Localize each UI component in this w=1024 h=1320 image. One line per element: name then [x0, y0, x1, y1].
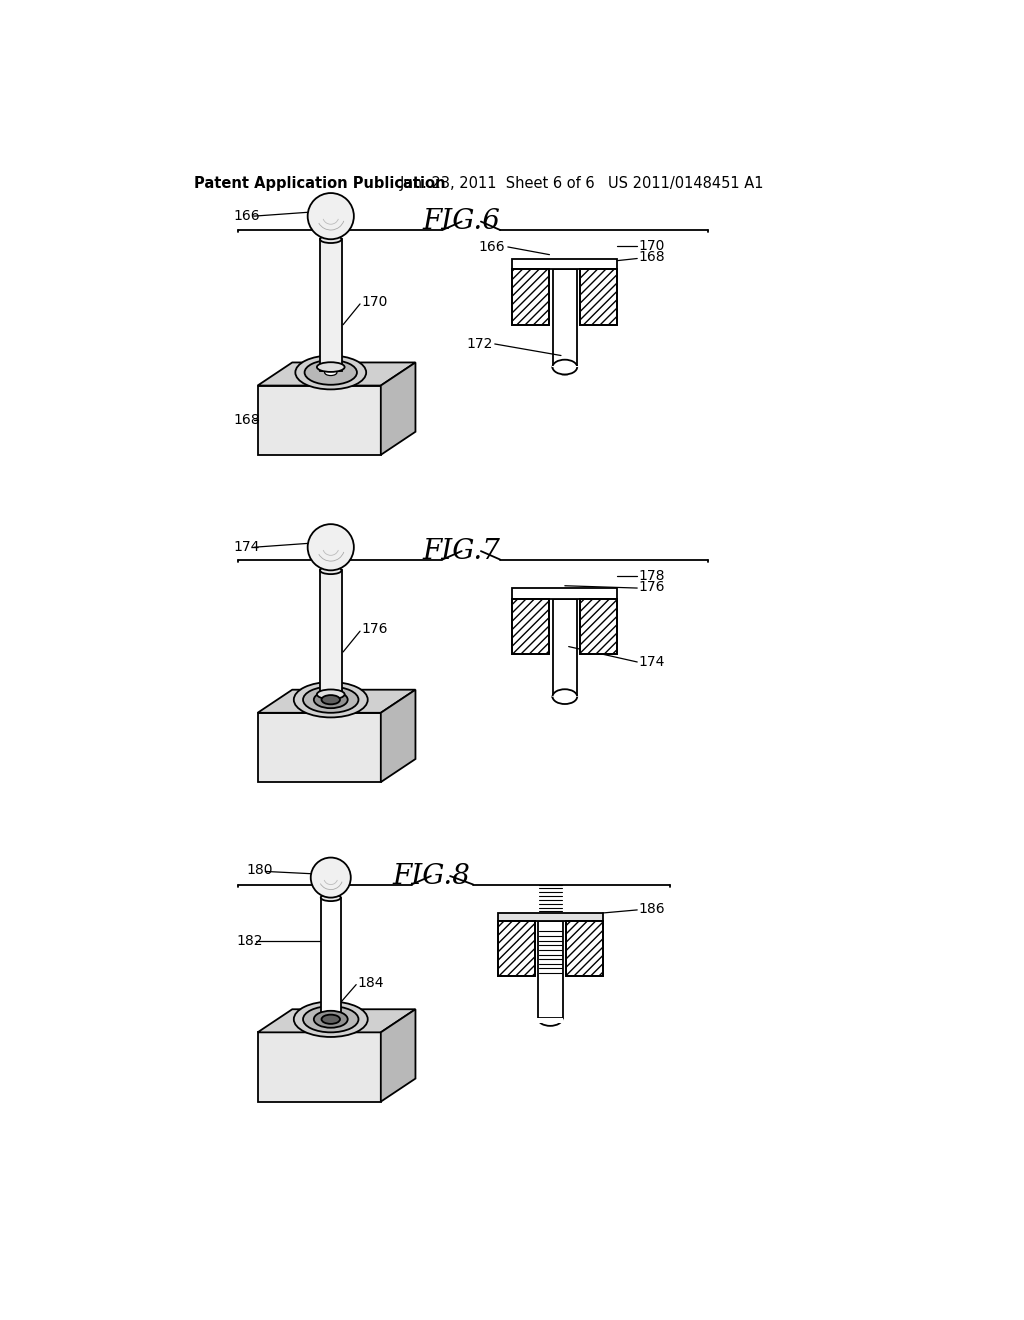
Bar: [319, 239, 342, 371]
Polygon shape: [258, 713, 381, 781]
Text: 176: 176: [639, 579, 666, 594]
Text: Patent Application Publication: Patent Application Publication: [194, 176, 445, 190]
Bar: [553, 599, 578, 697]
Polygon shape: [258, 1032, 381, 1102]
Ellipse shape: [304, 360, 357, 385]
Text: US 2011/0148451 A1: US 2011/0148451 A1: [608, 176, 764, 190]
Ellipse shape: [303, 686, 358, 713]
Bar: [581, 269, 617, 325]
Circle shape: [310, 858, 351, 898]
Bar: [552, 367, 578, 375]
Bar: [319, 570, 342, 698]
Circle shape: [307, 524, 354, 570]
Ellipse shape: [313, 1011, 348, 1028]
Text: 182: 182: [237, 933, 263, 948]
Bar: [552, 696, 578, 705]
Polygon shape: [258, 363, 416, 385]
Bar: [538, 921, 562, 1019]
Text: Jun. 23, 2011  Sheet 6 of 6: Jun. 23, 2011 Sheet 6 of 6: [400, 176, 596, 190]
Ellipse shape: [325, 370, 337, 376]
Bar: [512, 599, 550, 655]
Ellipse shape: [553, 359, 578, 375]
Polygon shape: [381, 1010, 416, 1102]
Text: 180: 180: [246, 863, 272, 876]
Bar: [553, 269, 578, 367]
Polygon shape: [258, 1010, 416, 1032]
Text: 174: 174: [639, 655, 666, 669]
Bar: [565, 921, 602, 977]
Text: 184: 184: [357, 975, 384, 990]
Ellipse shape: [553, 689, 578, 704]
Polygon shape: [258, 385, 381, 455]
Ellipse shape: [319, 566, 342, 574]
Bar: [498, 921, 535, 977]
Ellipse shape: [313, 692, 348, 708]
Bar: [512, 589, 617, 599]
Ellipse shape: [303, 1006, 358, 1032]
Text: 166: 166: [233, 209, 260, 223]
Text: FIG.7: FIG.7: [423, 537, 501, 565]
Ellipse shape: [295, 355, 367, 389]
Text: 170: 170: [639, 239, 666, 253]
Text: 168: 168: [639, 249, 666, 264]
Ellipse shape: [316, 362, 345, 372]
Text: 174: 174: [233, 540, 259, 554]
Ellipse shape: [316, 689, 345, 700]
Text: FIG.8: FIG.8: [392, 862, 470, 890]
Bar: [565, 921, 602, 977]
Text: 172: 172: [466, 337, 493, 351]
Bar: [581, 599, 617, 655]
Ellipse shape: [322, 696, 340, 705]
Polygon shape: [381, 689, 416, 781]
Polygon shape: [258, 689, 416, 713]
Text: 186: 186: [639, 902, 666, 916]
Ellipse shape: [294, 1002, 368, 1038]
Bar: [512, 269, 550, 325]
Ellipse shape: [294, 682, 368, 718]
Bar: [512, 259, 617, 269]
Text: 166: 166: [479, 240, 506, 253]
Ellipse shape: [322, 1015, 340, 1024]
Ellipse shape: [321, 894, 341, 902]
Text: 168: 168: [233, 413, 260, 428]
Ellipse shape: [319, 235, 342, 243]
Bar: [512, 599, 550, 655]
Bar: [321, 898, 341, 1018]
Text: 178: 178: [639, 569, 666, 582]
Bar: [581, 269, 617, 325]
Circle shape: [307, 193, 354, 239]
Bar: [581, 599, 617, 655]
Bar: [498, 921, 535, 977]
Text: 170: 170: [361, 294, 388, 309]
Bar: [498, 913, 602, 921]
Bar: [512, 269, 550, 325]
Bar: [538, 1018, 563, 1023]
Text: FIG.6: FIG.6: [423, 209, 501, 235]
Text: 176: 176: [361, 622, 388, 636]
Polygon shape: [381, 363, 416, 455]
